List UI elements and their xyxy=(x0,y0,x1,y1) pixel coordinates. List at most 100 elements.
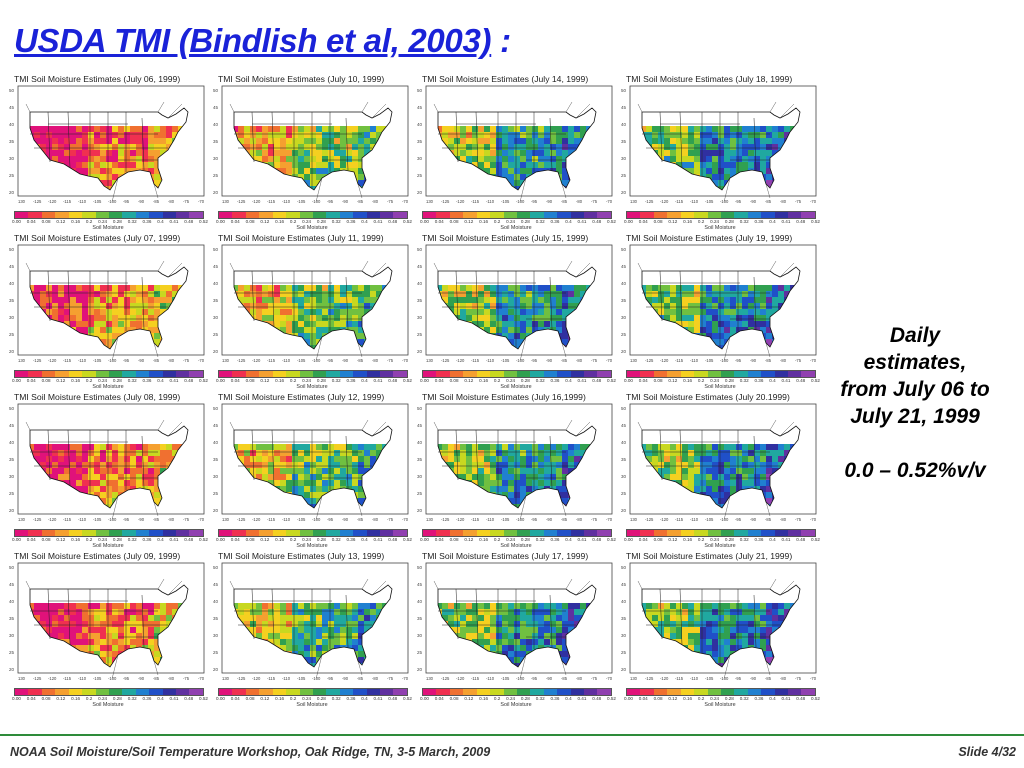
colorbar-tick-label: 0.36 xyxy=(346,537,356,542)
map-lon-label: -120 xyxy=(48,517,57,522)
colorbar-tick-label: 0.41 xyxy=(781,219,791,224)
map-lat-label: 20 xyxy=(417,349,423,354)
colorbar-swatch xyxy=(149,212,163,218)
map-lat-label: 35 xyxy=(9,139,15,144)
colorbar-swatch xyxy=(393,530,407,536)
map-lat-label: 20 xyxy=(417,667,423,672)
colorbar-swatch xyxy=(286,530,300,536)
map-lon-label: -100 xyxy=(516,358,525,363)
map-lat-label: 45 xyxy=(417,264,423,269)
map-lon-label: 130 xyxy=(630,199,638,204)
map-panel: TMI Soil Moisture Estimates (July 19, 19… xyxy=(620,233,820,391)
colorbar-swatch xyxy=(232,212,246,218)
map-lon-label: -80 xyxy=(372,199,379,204)
colorbar-swatch xyxy=(95,689,109,695)
colorbar-swatch xyxy=(694,212,708,218)
map-lon-label: -90 xyxy=(342,358,349,363)
colorbar-swatch xyxy=(108,689,123,695)
colorbar-swatch xyxy=(449,371,464,377)
colorbar-tick-label: 0.16 xyxy=(71,696,81,701)
map-lon-label: -110 xyxy=(690,199,699,204)
map-lat-label: 40 xyxy=(9,599,15,604)
map-lon-label: -90 xyxy=(546,676,553,681)
colorbar-tick-label: 0.32 xyxy=(331,696,341,701)
colorbar-swatch xyxy=(245,530,260,536)
map-lon-label: -75 xyxy=(183,199,190,204)
map-panel: TMI Soil Moisture Estimates (July 10, 19… xyxy=(212,74,412,232)
state-borders xyxy=(30,111,168,188)
soil-moisture-map-grid: TMI Soil Moisture Estimates (July 06, 19… xyxy=(8,74,820,714)
colorbar-swatch xyxy=(135,689,150,695)
colorbar-tick-label: 0.08 xyxy=(449,696,459,701)
colorbar-tick-label: 0.4 xyxy=(157,378,164,383)
map-lon-label: -80 xyxy=(372,676,379,681)
colorbar-tick-label: 0.12 xyxy=(260,696,270,701)
colorbar-tick-label: 0.52 xyxy=(403,378,412,383)
colorbar-tick-label: 0.4 xyxy=(157,696,164,701)
state-borders xyxy=(438,270,576,347)
colorbar-swatch xyxy=(189,212,203,218)
colorbar-tick-label: 0.00 xyxy=(216,378,225,383)
map-lat-label: 30 xyxy=(417,156,423,161)
map-lon-label: -125 xyxy=(33,517,42,522)
map-lon-label: -85 xyxy=(765,358,772,363)
colorbar-swatch xyxy=(423,689,437,695)
map-lon-label: 130 xyxy=(630,517,638,522)
colorbar-tick-label: 0.2 xyxy=(289,537,297,542)
colorbar-swatch xyxy=(788,530,802,536)
map-lon-label: -75 xyxy=(183,517,190,522)
colorbar-tick-label: 0.04 xyxy=(638,537,648,542)
colorbar-swatch xyxy=(272,689,287,695)
colorbar-tick-label: 0.04 xyxy=(638,378,648,383)
colorbar-tick-label: 0.2 xyxy=(85,378,93,383)
colorbar-swatch xyxy=(707,689,721,695)
colorbar-tick-label: 0.12 xyxy=(668,219,678,224)
map-lon-label: -110 xyxy=(486,199,495,204)
colorbar-swatch xyxy=(557,530,571,536)
neighbor-coastline xyxy=(25,101,183,203)
map-lon-label: -70 xyxy=(402,517,409,522)
map-lon-label: -85 xyxy=(153,358,160,363)
colorbar-label: Soil Moisture xyxy=(296,225,328,231)
colorbar-swatch xyxy=(761,371,775,377)
map-lon-label: -85 xyxy=(561,676,568,681)
map-panel-title: TMI Soil Moisture Estimates (July 13, 19… xyxy=(218,551,385,561)
map-lon-label: 130 xyxy=(18,199,26,204)
map-panel-title: TMI Soil Moisture Estimates (July 18, 19… xyxy=(626,74,793,84)
colorbar-label: Soil Moisture xyxy=(296,702,328,708)
colorbar-tick-label: 0.00 xyxy=(420,378,429,383)
colorbar-swatch xyxy=(476,371,491,377)
colorbar-tick-label: 0.04 xyxy=(230,696,240,701)
colorbar-swatch xyxy=(627,212,641,218)
map-lon-label: -110 xyxy=(282,199,291,204)
colorbar-swatch xyxy=(463,530,477,536)
colorbar-swatch xyxy=(490,212,504,218)
state-borders xyxy=(642,111,780,188)
map-lon-label: -110 xyxy=(78,517,87,522)
map-lon-label: -80 xyxy=(168,517,175,522)
colorbar-tick-label: 0.41 xyxy=(373,537,383,542)
colorbar-tick-label: 0.16 xyxy=(683,696,693,701)
colorbar-tick-label: 0.52 xyxy=(811,219,820,224)
colorbar-ticks: 0.00 0.04 0.08 0.12 0.16 0.2 0.24 0.28 0.32 0.36 0… xyxy=(12,696,208,701)
map-lon-label: -100 xyxy=(312,358,321,363)
map-lon-label: -105 xyxy=(297,358,306,363)
map-lon-label: -80 xyxy=(168,199,175,204)
colorbar-tick-label: 0.08 xyxy=(653,696,663,701)
colorbar-tick-label: 0.2 xyxy=(85,219,93,224)
map-panel: TMI Soil Moisture Estimates (July 09, 19… xyxy=(8,551,208,709)
map-lon-label: -120 xyxy=(48,676,57,681)
map-lon-label: 130 xyxy=(18,676,26,681)
state-borders xyxy=(438,588,576,665)
colorbar-swatch xyxy=(122,530,136,536)
map-panel-title: TMI Soil Moisture Estimates (July 09, 19… xyxy=(14,551,181,561)
colorbar xyxy=(218,211,408,219)
colorbar-swatch xyxy=(584,689,598,695)
map-lon-label: -80 xyxy=(168,676,175,681)
map-lon-label: -75 xyxy=(387,517,394,522)
colorbar-swatch xyxy=(584,530,598,536)
map-lon-label: -120 xyxy=(252,358,261,363)
map-lat-label: 30 xyxy=(9,156,15,161)
